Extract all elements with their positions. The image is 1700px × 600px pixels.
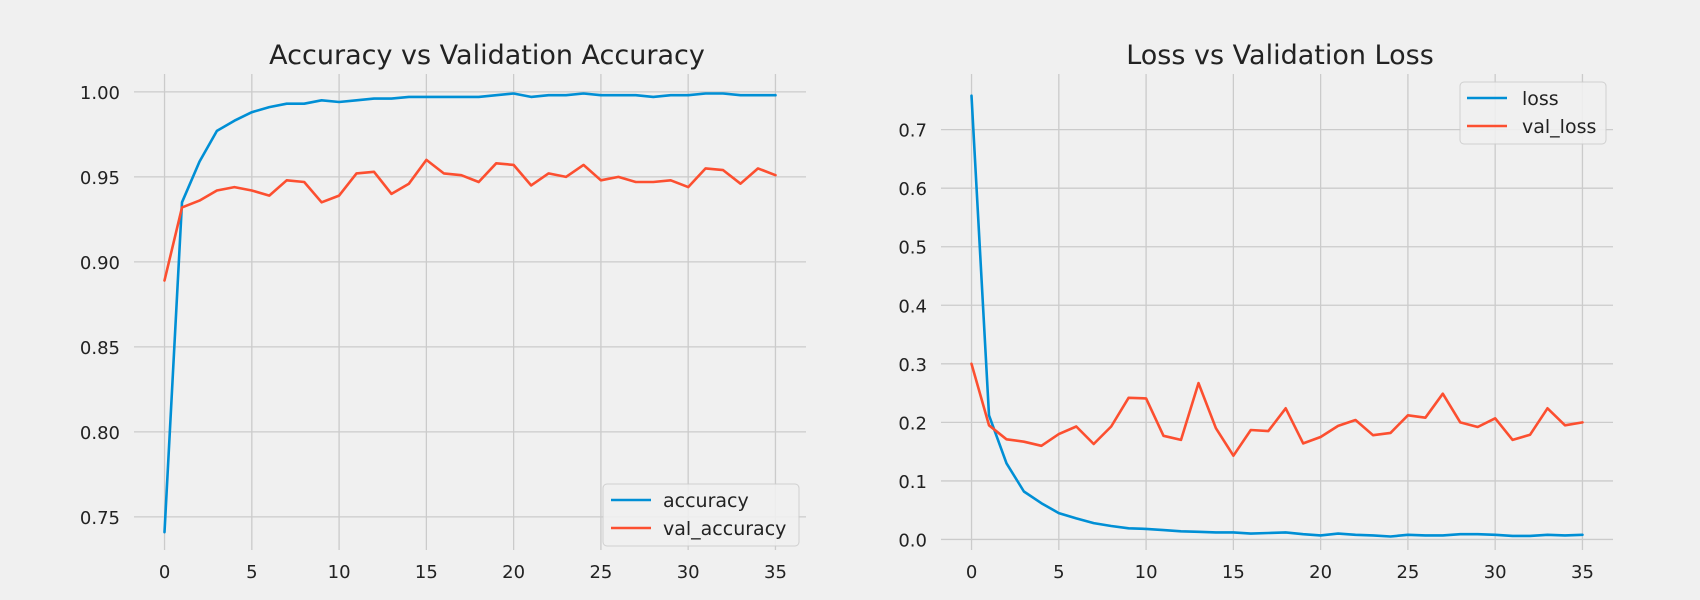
x-tick-label: 35 — [1571, 562, 1594, 583]
chart-title: Accuracy vs Validation Accuracy — [269, 40, 705, 71]
y-tick-label: 1.00 — [80, 83, 120, 104]
chart-title: Loss vs Validation Loss — [1126, 40, 1434, 71]
grid — [134, 74, 806, 550]
y-tick-label: 0.75 — [80, 508, 120, 529]
y-tick-label: 0.6 — [898, 179, 927, 200]
x-tick-label: 20 — [502, 562, 525, 583]
x-tick-label: 0 — [966, 562, 977, 583]
y-tick-label: 0.95 — [80, 168, 120, 189]
x-tick-label: 15 — [415, 562, 438, 583]
x-tick-label: 10 — [328, 562, 351, 583]
y-tick-labels: 0.0 0.1 0.2 0.3 0.4 0.5 0.6 0.7 — [898, 121, 927, 552]
series-line-accuracy — [163, 92, 777, 534]
legend: loss val_loss — [1459, 81, 1607, 145]
x-tick-label: 15 — [1222, 562, 1245, 583]
y-tick-labels: 0.75 0.80 0.85 0.90 0.95 1.00 — [80, 83, 120, 529]
legend-label-accuracy: accuracy — [663, 490, 749, 512]
series-lines — [163, 92, 777, 534]
y-tick-label: 0.0 — [898, 530, 927, 551]
x-tick-label: 10 — [1135, 562, 1158, 583]
y-tick-label: 0.3 — [898, 355, 927, 376]
x-tick-label: 25 — [1396, 562, 1419, 583]
x-tick-labels: 0 5 10 15 20 25 30 35 — [159, 562, 787, 583]
series-line-val-loss — [970, 362, 1584, 458]
x-tick-label: 5 — [246, 562, 257, 583]
legend-label-val-accuracy: val_accuracy — [663, 518, 786, 540]
x-tick-label: 30 — [1484, 562, 1507, 583]
y-tick-label: 0.1 — [898, 472, 927, 493]
loss-chart: Loss vs Validation Loss 0 5 10 15 20 25 30 35 0… — [898, 40, 1613, 583]
legend-label-loss: loss — [1522, 88, 1559, 110]
x-tick-label: 20 — [1309, 562, 1332, 583]
x-tick-label: 30 — [677, 562, 700, 583]
legend: accuracy val_accuracy — [602, 483, 800, 547]
legend-box — [602, 483, 800, 547]
y-tick-label: 0.4 — [898, 296, 927, 317]
x-tick-label: 0 — [159, 562, 170, 583]
x-tick-label: 25 — [589, 562, 612, 583]
series-line-val-accuracy — [163, 158, 777, 282]
x-tick-labels: 0 5 10 15 20 25 30 35 — [966, 562, 1594, 583]
series-line-loss — [970, 94, 1584, 538]
series-lines — [970, 94, 1584, 538]
y-tick-label: 0.85 — [80, 338, 120, 359]
legend-label-val-loss: val_loss — [1522, 116, 1596, 138]
accuracy-chart: Accuracy vs Validation Accuracy 0 5 10 15 20… — [80, 40, 806, 583]
y-tick-label: 0.5 — [898, 238, 927, 259]
x-tick-label: 5 — [1053, 562, 1064, 583]
y-tick-label: 0.80 — [80, 423, 120, 444]
y-tick-label: 0.7 — [898, 121, 927, 142]
y-tick-label: 0.2 — [898, 413, 927, 434]
grid — [941, 74, 1613, 550]
y-tick-label: 0.90 — [80, 253, 120, 274]
x-tick-label: 35 — [764, 562, 787, 583]
